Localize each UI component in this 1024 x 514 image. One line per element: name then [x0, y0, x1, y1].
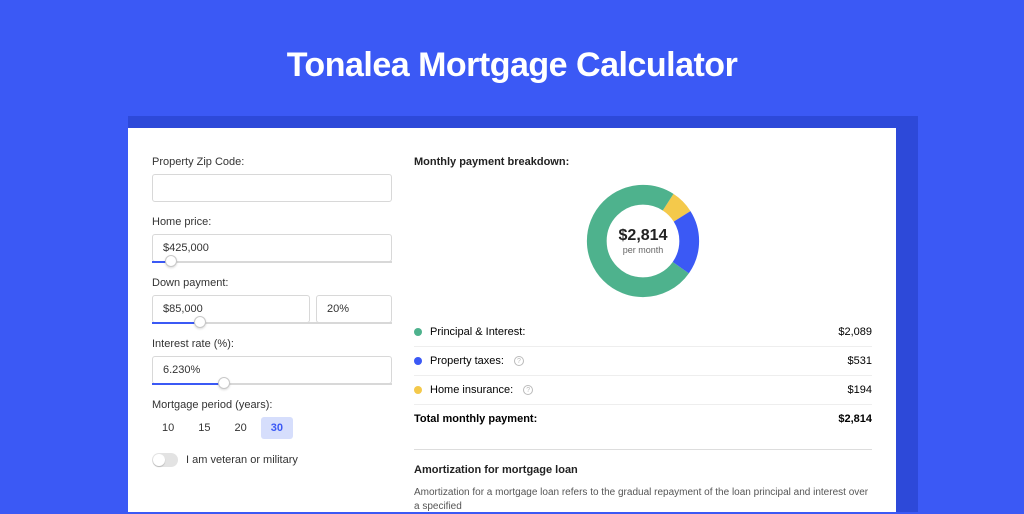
period-options: 10152030 [152, 417, 394, 439]
donut-sub: per month [623, 245, 664, 255]
interest-rate-slider-fill [152, 383, 224, 385]
legend-row-total: Total monthly payment: $2,814 [414, 405, 872, 433]
interest-rate-group: Interest rate (%): [152, 338, 394, 385]
breakdown-title: Monthly payment breakdown: [414, 156, 872, 168]
period-label: Mortgage period (years): [152, 399, 394, 411]
period-option-20[interactable]: 20 [225, 417, 257, 439]
total-value: $2,814 [838, 413, 872, 425]
legend-dot-ins [414, 386, 422, 394]
down-payment-group: Down payment: [152, 277, 394, 324]
donut-wrap: $2,814 per month [414, 180, 872, 302]
help-icon[interactable]: ? [523, 385, 533, 395]
down-payment-pct-input[interactable] [316, 295, 392, 323]
period-option-10[interactable]: 10 [152, 417, 184, 439]
home-price-slider[interactable] [152, 261, 392, 263]
zip-group: Property Zip Code: [152, 156, 394, 202]
legend-label-tax: Property taxes: [430, 355, 504, 367]
zip-label: Property Zip Code: [152, 156, 394, 168]
interest-rate-slider[interactable] [152, 383, 392, 385]
legend-dot-pi [414, 328, 422, 336]
zip-input[interactable] [152, 174, 392, 202]
donut-center: $2,814 per month [582, 180, 704, 302]
veteran-row: I am veteran or military [152, 453, 394, 467]
home-price-group: Home price: [152, 216, 394, 263]
home-price-input[interactable] [152, 234, 392, 262]
veteran-toggle-knob [153, 454, 165, 466]
interest-rate-label: Interest rate (%): [152, 338, 394, 350]
legend-value-tax: $531 [848, 355, 872, 367]
legend-value-ins: $194 [848, 384, 872, 396]
down-payment-slider[interactable] [152, 322, 392, 324]
legend-value-pi: $2,089 [838, 326, 872, 338]
calculator-card: Property Zip Code: Home price: Down paym… [128, 128, 896, 512]
down-payment-label: Down payment: [152, 277, 394, 289]
legend: Principal & Interest: $2,089 Property taxe… [414, 318, 872, 433]
legend-label-pi: Principal & Interest: [430, 326, 525, 338]
amortization-body: Amortization for a mortgage loan refers … [414, 486, 872, 514]
breakdown-column: Monthly payment breakdown: $2,814 per mo… [394, 128, 896, 512]
interest-rate-slider-thumb[interactable] [218, 377, 230, 389]
down-payment-slider-fill [152, 322, 200, 324]
form-column: Property Zip Code: Home price: Down paym… [128, 128, 394, 512]
home-price-label: Home price: [152, 216, 394, 228]
down-payment-slider-thumb[interactable] [194, 316, 206, 328]
total-label: Total monthly payment: [414, 413, 537, 425]
legend-row-pi: Principal & Interest: $2,089 [414, 318, 872, 347]
amortization-title: Amortization for mortgage loan [414, 464, 872, 476]
period-option-30[interactable]: 30 [261, 417, 293, 439]
legend-row-ins: Home insurance:? $194 [414, 376, 872, 405]
legend-dot-tax [414, 357, 422, 365]
period-option-15[interactable]: 15 [188, 417, 220, 439]
veteran-label: I am veteran or military [186, 454, 298, 466]
legend-label-ins: Home insurance: [430, 384, 513, 396]
amortization-section: Amortization for mortgage loan Amortizat… [414, 449, 872, 514]
legend-row-tax: Property taxes:? $531 [414, 347, 872, 376]
period-group: Mortgage period (years): 10152030 [152, 399, 394, 439]
donut-chart: $2,814 per month [582, 180, 704, 302]
down-payment-amount-input[interactable] [152, 295, 310, 323]
donut-amount: $2,814 [619, 227, 668, 245]
help-icon[interactable]: ? [514, 356, 524, 366]
page-title: Tonalea Mortgage Calculator [0, 0, 1024, 113]
interest-rate-input[interactable] [152, 356, 392, 384]
veteran-toggle[interactable] [152, 453, 178, 467]
home-price-slider-thumb[interactable] [165, 255, 177, 267]
